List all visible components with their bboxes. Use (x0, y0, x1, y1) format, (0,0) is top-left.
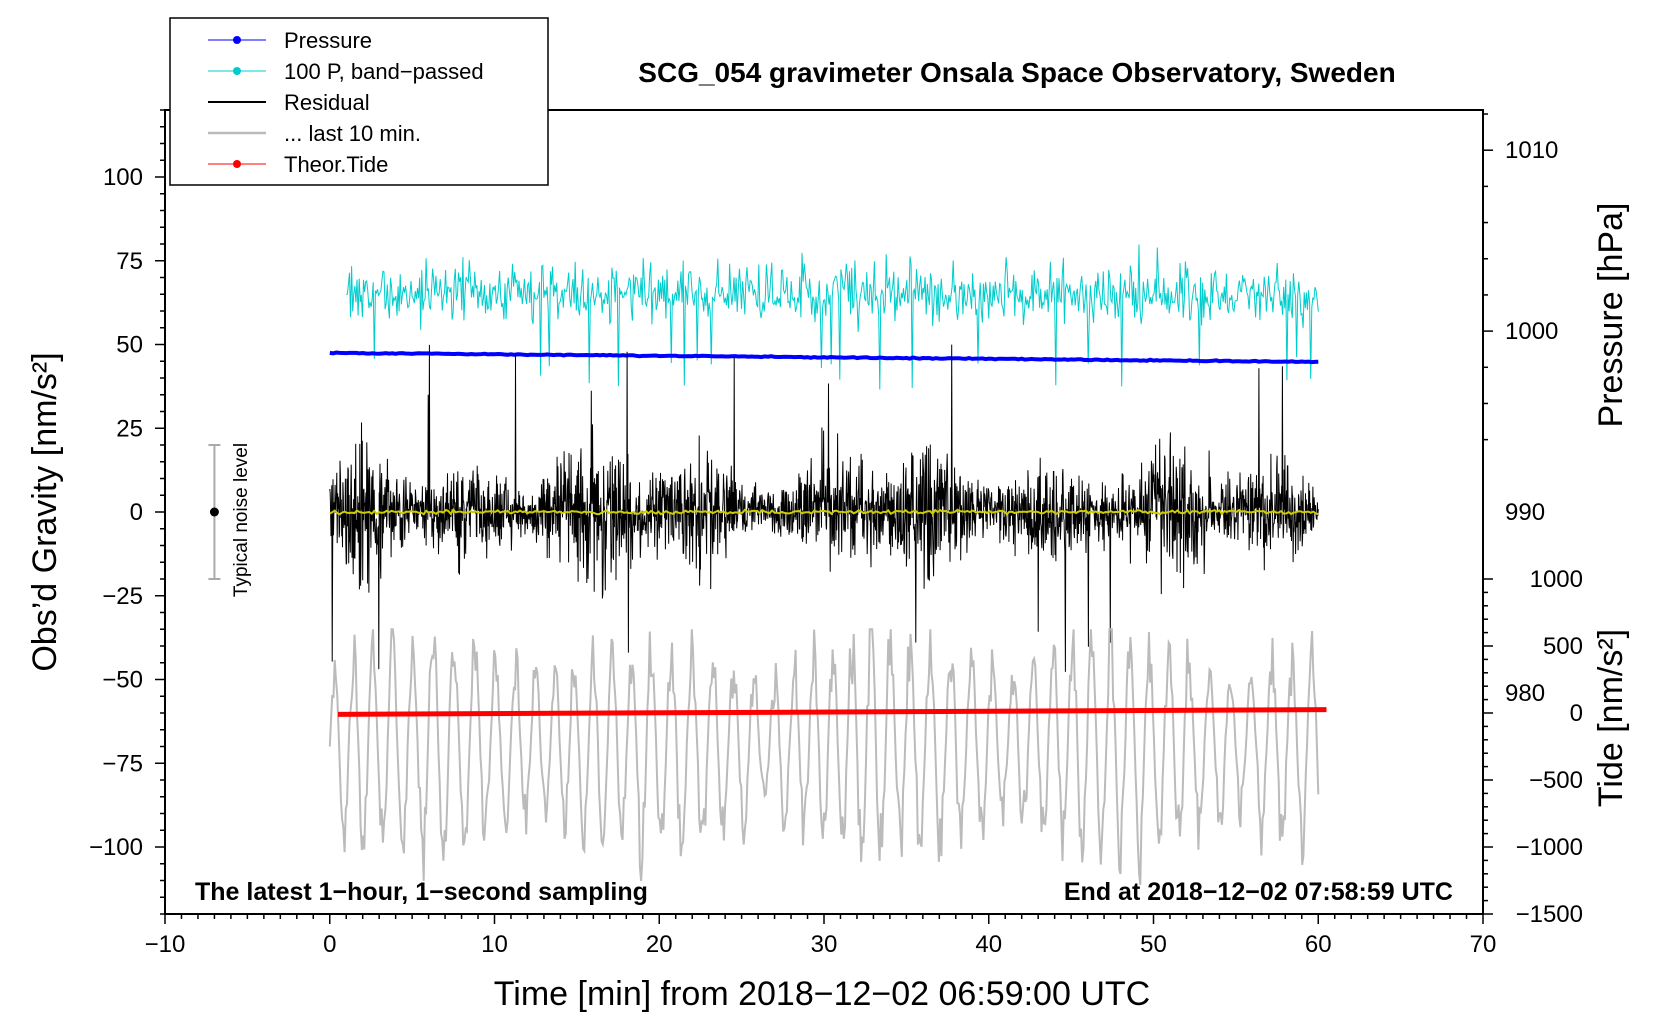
ticks-layer (155, 109, 1493, 924)
pressure-tick-label: 1010 (1505, 137, 1558, 164)
legend-pressure-marker (233, 36, 241, 44)
tide-axis-title: Tide [nm/s²] (1592, 629, 1630, 807)
x-tick-label: −10 (145, 931, 186, 958)
legend-residual-label: Residual (284, 90, 370, 115)
legend-pressure-label: Pressure (284, 28, 372, 53)
pressure-tick-label: 1000 (1505, 318, 1558, 345)
series-layer (328, 244, 1327, 885)
x-tick-label: 30 (811, 931, 838, 958)
legend-tide-label: Theor.Tide (284, 152, 388, 177)
x-tick-labels: −10 0 10 20 30 40 50 60 70 (145, 931, 1497, 958)
y-left-tick-label: 50 (116, 332, 143, 359)
series-theoretical-tide (337, 707, 1327, 717)
legend-tide-marker (233, 160, 241, 168)
tide-tick-label: 500 (1543, 633, 1583, 660)
y-left-axis-title: Obs’d Gravity [nm/s²] (26, 352, 64, 671)
noise-indicator (208, 444, 221, 580)
x-tick-label: 20 (646, 931, 673, 958)
x-tick-label: 0 (323, 931, 336, 958)
x-axis-title: Time [min] from 2018−12−02 06:59:00 UTC (494, 975, 1150, 1013)
noise-bar-center-dot (209, 507, 219, 517)
series-residual-smoothed (329, 508, 1319, 516)
x-tick-label: 50 (1140, 931, 1167, 958)
x-tick-label: 40 (975, 931, 1002, 958)
series-last-10-min (328, 628, 1320, 885)
tide-tick-label: −1500 (1516, 901, 1583, 928)
x-tick-label: 70 (1470, 931, 1497, 958)
legend-last10-label: ... last 10 min. (284, 121, 421, 146)
series-pressure (329, 350, 1319, 365)
chart-title: SCG_054 gravimeter Onsala Space Observat… (638, 57, 1395, 88)
sampling-note: The latest 1−hour, 1−second sampling (195, 878, 648, 906)
y-left-tick-label: 0 (130, 499, 143, 526)
y-left-tick-label: 25 (116, 415, 143, 442)
legend-bandpassed-label: 100 P, band−passed (284, 59, 484, 84)
y-left-tick-label: 75 (116, 248, 143, 275)
y-left-tick-label: −100 (89, 834, 143, 861)
y-left-tick-label: −75 (102, 750, 143, 777)
end-time-note: End at 2018−12−02 07:58:59 UTC (1064, 878, 1453, 906)
x-tick-label: 60 (1305, 931, 1332, 958)
pressure-tick-label: 980 (1505, 680, 1545, 707)
tide-tick-label: −1000 (1516, 834, 1583, 861)
tide-tick-label: −500 (1529, 767, 1583, 794)
legend-box (169, 17, 549, 186)
noise-label: Typical noise level (231, 443, 252, 597)
legend: Pressure 100 P, band−passed Residual ...… (169, 17, 549, 186)
legend-bandpassed-marker (233, 67, 241, 75)
y-left-tick-labels: 100 75 50 25 0 −25 −50 −75 −100 (89, 164, 143, 861)
series-pressure-bandpassed (346, 244, 1319, 390)
y-left-tick-label: −50 (102, 667, 143, 694)
tide-tick-label: 0 (1570, 700, 1583, 727)
y-left-tick-label: −25 (102, 583, 143, 610)
tide-tick-labels: 1000 500 0 −500 −1000 −1500 (1516, 566, 1583, 928)
y-left-tick-label: 100 (103, 164, 143, 191)
tide-tick-label: 1000 (1530, 566, 1583, 593)
pressure-tick-labels: 1030102010101000990980 (1505, 137, 1558, 707)
x-tick-label: 10 (481, 931, 508, 958)
pressure-axis-title: Pressure [hPa] (1592, 203, 1630, 428)
series-residual (329, 344, 1319, 672)
pressure-tick-label: 990 (1505, 499, 1545, 526)
